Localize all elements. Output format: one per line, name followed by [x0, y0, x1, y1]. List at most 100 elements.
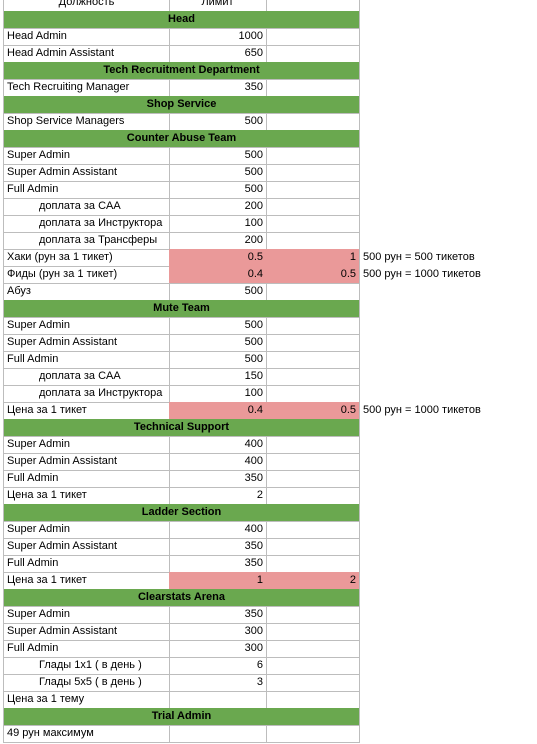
- table-cell: [266, 215, 360, 233]
- table-cell: доплата за Инструктора: [3, 215, 170, 233]
- table-cell: Цена за 1 тикет: [3, 572, 170, 590]
- table-cell: Super Admin Assistant: [3, 453, 170, 471]
- table-cell: 1000: [169, 28, 267, 46]
- section-header: Technical Support: [3, 419, 360, 437]
- table-cell: Хаки (рун за 1 тикет): [3, 249, 170, 267]
- section-header: Mute Team: [3, 300, 360, 318]
- table-cell: [266, 181, 360, 199]
- table-cell: Super Admin: [3, 436, 170, 454]
- table-cell: 500: [169, 283, 267, 301]
- table-cell: Super Admin: [3, 521, 170, 539]
- table-cell: 49 рун максимум: [3, 725, 170, 743]
- table-cell: [266, 487, 360, 505]
- table-cell: 400: [169, 521, 267, 539]
- table-cell: Head Admin: [3, 28, 170, 46]
- table-cell: Full Admin: [3, 351, 170, 369]
- table-cell: Цена за 1 тему: [3, 691, 170, 709]
- table-cell: 300: [169, 623, 267, 641]
- table-cell: [266, 28, 360, 46]
- table-cell: 500 рун = 1000 тикетов: [363, 404, 481, 416]
- table-cell: [266, 351, 360, 369]
- table-cell: [266, 555, 360, 573]
- table-cell: 100: [169, 385, 267, 403]
- table-cell: [266, 79, 360, 97]
- table-cell: Head Admin Assistant: [3, 45, 170, 63]
- table-cell: Super Admin Assistant: [3, 334, 170, 352]
- table-cell: Shop Service Managers: [3, 113, 170, 131]
- table-cell: [266, 45, 360, 63]
- table-cell: [266, 334, 360, 352]
- table-cell: 300: [169, 640, 267, 658]
- table-cell: 500: [169, 334, 267, 352]
- table-cell: Super Admin: [3, 317, 170, 335]
- table-cell: [266, 436, 360, 454]
- table-cell: 6: [169, 657, 267, 675]
- table-cell: 0.4: [169, 402, 267, 420]
- table-cell: Фиды (рун за 1 тикет): [3, 266, 170, 284]
- table-cell: 3: [169, 674, 267, 692]
- table-cell: Full Admin: [3, 181, 170, 199]
- table-cell: [266, 470, 360, 488]
- table-cell: 400: [169, 453, 267, 471]
- table-cell: [266, 725, 360, 743]
- table-cell: [266, 232, 360, 250]
- table-cell: 500 рун = 1000 тикетов: [363, 268, 481, 280]
- table-cell: 400: [169, 436, 267, 454]
- table-cell: [266, 606, 360, 624]
- table-cell: 0.4: [169, 266, 267, 284]
- table-cell: [266, 623, 360, 641]
- table-cell: 1: [169, 572, 267, 590]
- table-cell: Full Admin: [3, 470, 170, 488]
- table-cell: 500: [169, 181, 267, 199]
- table-cell: 150: [169, 368, 267, 386]
- table-cell: Full Admin: [3, 640, 170, 658]
- table-cell: 500: [169, 351, 267, 369]
- table-cell: [266, 385, 360, 403]
- table-cell: 650: [169, 45, 267, 63]
- table-cell: [266, 521, 360, 539]
- table-cell: 0.5: [169, 249, 267, 267]
- table-cell: 2: [169, 487, 267, 505]
- table-cell: 500: [169, 317, 267, 335]
- table-cell: Tech Recruiting Manager: [3, 79, 170, 97]
- section-header: Tech Recruitment Department: [3, 62, 360, 80]
- table-cell: [266, 113, 360, 131]
- table-cell: 350: [169, 555, 267, 573]
- table-cell: Глады 5x5 ( в день ): [3, 674, 170, 692]
- table-cell: [266, 691, 360, 709]
- section-header: Clearstats Arena: [3, 589, 360, 607]
- table-cell: 0.5: [266, 266, 360, 284]
- table-cell: [266, 147, 360, 165]
- table-cell: Super Admin: [3, 606, 170, 624]
- table-cell: [266, 674, 360, 692]
- table-cell: Super Admin Assistant: [3, 623, 170, 641]
- table-cell: Абуз: [3, 283, 170, 301]
- section-header: Shop Service: [3, 96, 360, 114]
- section-header: Ladder Section: [3, 504, 360, 522]
- table-cell: 0.5: [266, 402, 360, 420]
- table-cell: 350: [169, 79, 267, 97]
- table-cell: [266, 198, 360, 216]
- table-cell: Глады 1x1 ( в день ): [3, 657, 170, 675]
- table-cell: 350: [169, 470, 267, 488]
- table-cell: 500: [169, 147, 267, 165]
- table-cell: [266, 283, 360, 301]
- table-cell: 200: [169, 198, 267, 216]
- table-cell: 500: [169, 164, 267, 182]
- table-cell: [266, 164, 360, 182]
- table-cell: доплата за CAA: [3, 198, 170, 216]
- table-cell: 500 рун = 500 тикетов: [363, 251, 475, 263]
- table-cell: Цена за 1 тикет: [3, 402, 170, 420]
- table-cell: [169, 691, 267, 709]
- table-cell: Full Admin: [3, 555, 170, 573]
- table-cell: 200: [169, 232, 267, 250]
- table-cell: [266, 453, 360, 471]
- table-cell: [169, 725, 267, 743]
- section-header: Head: [3, 11, 360, 29]
- table-cell: Super Admin Assistant: [3, 164, 170, 182]
- section-header: Counter Abuse Team: [3, 130, 360, 148]
- table-cell: [266, 657, 360, 675]
- table-cell: 1: [266, 249, 360, 267]
- table-cell: 350: [169, 606, 267, 624]
